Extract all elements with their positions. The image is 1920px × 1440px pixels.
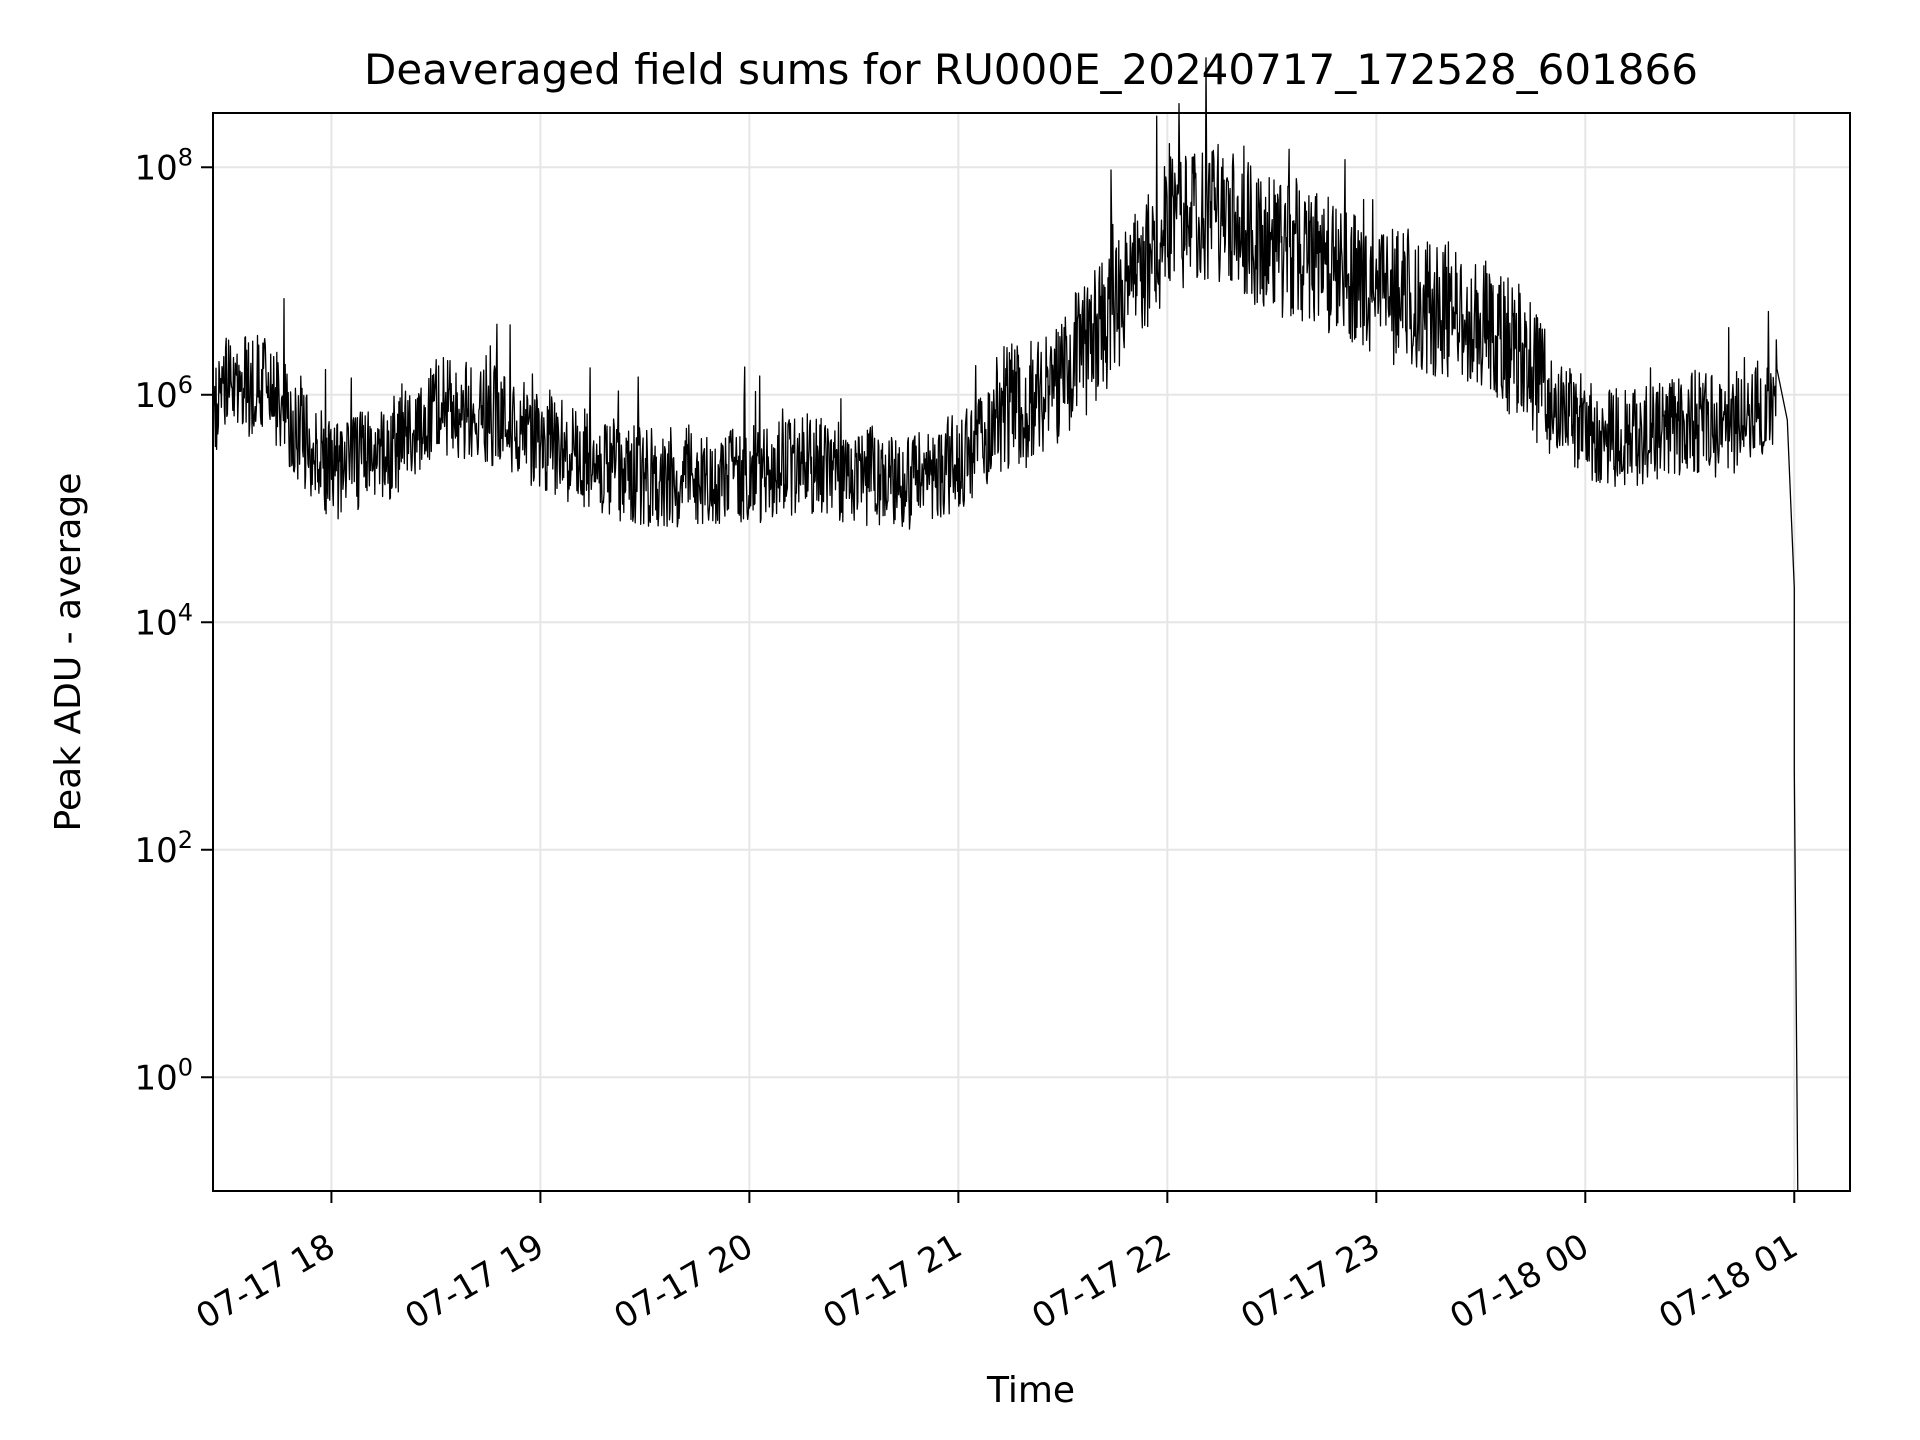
y-axis-label: Peak ADU - average — [48, 473, 89, 832]
axes-frame — [212, 112, 1851, 1192]
chart-title: Deaveraged field sums for RU000E_2024071… — [364, 45, 1698, 94]
x-axis-label: Time — [986, 1370, 1075, 1411]
plot-area — [213, 58, 1798, 1191]
y-tick-label: 104 — [134, 598, 193, 643]
series-line — [213, 58, 1798, 1191]
